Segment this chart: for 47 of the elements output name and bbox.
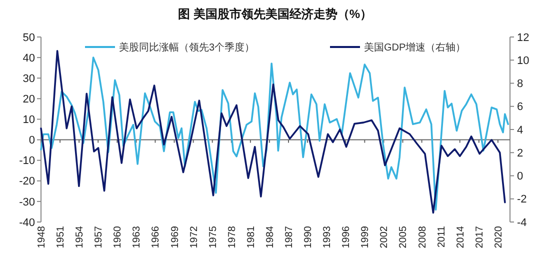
y-tick-label: -40 <box>19 216 35 229</box>
x-tick-label: 1987 <box>284 226 296 248</box>
x-tick-label: 1981 <box>246 226 257 248</box>
y-tick-label: 20 <box>22 94 35 106</box>
y-tick-label: 50 <box>22 32 35 44</box>
x-tick-label: 1960 <box>112 226 124 248</box>
y2-tick-label: 6 <box>517 101 524 114</box>
x-tick-label: 2008 <box>417 226 428 248</box>
y-tick-label: -20 <box>19 176 35 188</box>
y2-tick-label: 10 <box>517 54 530 67</box>
x-tick-label: 1984 <box>264 226 276 248</box>
x-tick-label: 2020 <box>493 226 504 248</box>
x-tick-label: 2014 <box>455 226 466 248</box>
x-tick-label: 2002 <box>379 226 390 248</box>
x-tick-label: 1954 <box>74 226 86 248</box>
x-tick-label: 2005 <box>398 226 410 248</box>
legend-label: 美国GDP增速（右轴） <box>364 42 466 54</box>
chart-title: 图 美国股市领先美国经济走势（%） <box>178 7 372 21</box>
x-tick-label: 1951 <box>56 226 67 248</box>
y-tick-label: 40 <box>22 52 35 64</box>
y2-tick-label: 2 <box>517 147 524 160</box>
x-tick-label: 1957 <box>94 226 105 248</box>
x-tick-label: 2011 <box>436 226 448 248</box>
x-tick-label: 1993 <box>322 226 334 248</box>
x-tick-label: 1990 <box>303 226 314 248</box>
y2-tick-label: 0 <box>517 170 524 183</box>
x-tick-label: 1999 <box>360 226 372 248</box>
y-tick-label: 30 <box>22 72 35 85</box>
y-tick-label: 10 <box>22 114 35 126</box>
x-tick-label: 1963 <box>132 226 143 248</box>
y-tick-label: -10 <box>19 155 35 168</box>
x-tick-label: 1975 <box>208 226 219 248</box>
y2-tick-label: 8 <box>517 78 524 90</box>
x-tick-label: 1972 <box>188 226 200 248</box>
y2-tick-label: 4 <box>517 124 524 136</box>
y-tick-label: 0 <box>28 134 35 147</box>
y2-tick-label: -2 <box>517 194 527 206</box>
y2-tick-label: -4 <box>517 216 527 229</box>
x-tick-label: 1978 <box>226 226 238 248</box>
y2-tick-label: 12 <box>517 32 530 44</box>
x-tick-label: 1996 <box>341 226 352 248</box>
x-tick-label: 1969 <box>170 226 181 248</box>
x-tick-label: 1966 <box>150 226 162 248</box>
y-tick-label: -30 <box>19 196 35 208</box>
legend-label: 美股同比涨幅（领先3个季度） <box>119 42 255 54</box>
x-tick-label: 1948 <box>36 226 48 248</box>
x-tick-label: 2017 <box>474 226 486 248</box>
